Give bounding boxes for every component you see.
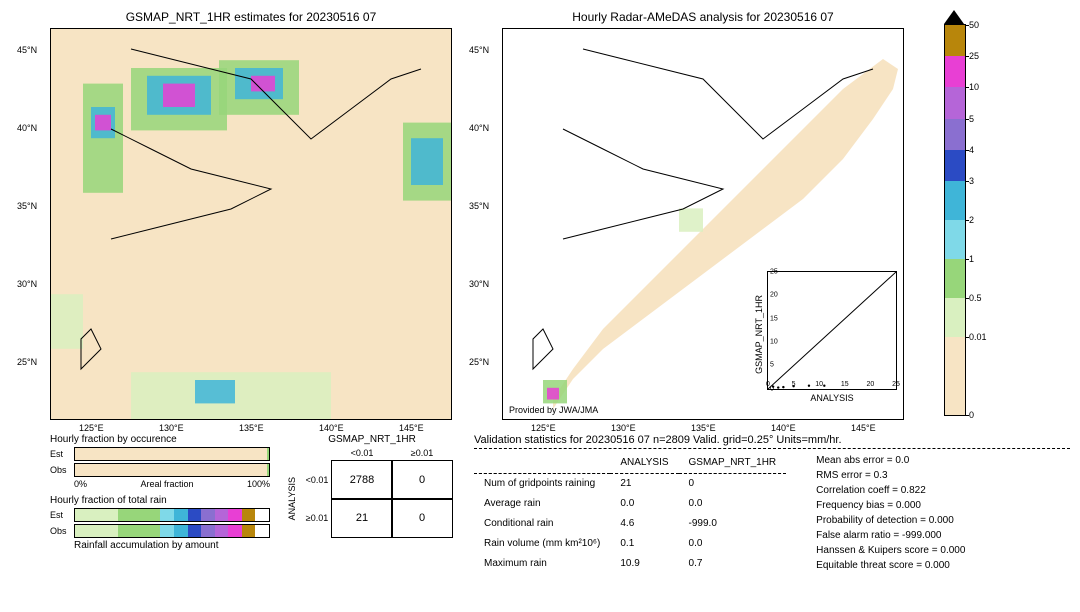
val-h2: GSMAP_NRT_1HR (679, 453, 787, 473)
val-table: ANALYSIS GSMAP_NRT_1HR Num of gridpoints… (474, 453, 786, 573)
occ-axis-min: 0% (74, 479, 87, 489)
cont-col-1: ≥0.01 (411, 448, 433, 458)
occ-axis: 0% Areal fraction 100% (74, 479, 270, 489)
inset-svg (768, 272, 896, 389)
occ-axis-max: 100% (247, 479, 270, 489)
val-rows: Num of gridpoints raining210Average rain… (474, 473, 786, 573)
val-cols: ANALYSIS GSMAP_NRT_1HR Num of gridpoints… (474, 453, 1070, 573)
occ-obs-bar (74, 463, 270, 477)
top-row: GSMAP_NRT_1HR estimates for 20230516 07 … (10, 10, 1070, 420)
rain-obs-row: Obs (50, 524, 270, 538)
left-map-title: GSMAP_NRT_1HR estimates for 20230516 07 (50, 10, 452, 24)
rain-est-bar (74, 508, 270, 522)
rain-est-label: Est (50, 510, 74, 520)
scatter-inset: GSMAP_NRT_1HR ANALYSIS 0510152025 051015… (767, 271, 897, 390)
occ-est-fill (267, 448, 269, 460)
occ-obs-label: Obs (50, 465, 74, 475)
occ-est-row: Est (50, 447, 270, 461)
occ-title-1: Hourly fraction by occurence (50, 434, 270, 445)
cont-row-1: ≥0.01 (306, 513, 328, 523)
cont-cell-10: 21 (331, 498, 393, 538)
val-h1: ANALYSIS (610, 453, 678, 473)
inset-diagonal (768, 272, 896, 389)
cont-row-axis: ANALYSIS (287, 477, 297, 520)
accum-label: Rainfall accumulation by amount (74, 540, 270, 551)
stats-list: Mean abs error = 0.0RMS error = 0.3Corre… (816, 453, 965, 573)
occ-obs-fill (267, 464, 269, 476)
occ-obs-row: Obs (50, 463, 270, 477)
occ-est-bar (74, 447, 270, 461)
left-map-svg (51, 29, 451, 419)
inset-xlabel: ANALYSIS (768, 393, 896, 403)
cont-title: GSMAP_NRT_1HR (282, 434, 462, 445)
right-map-title: Hourly Radar-AMeDAS analysis for 2023051… (502, 10, 904, 24)
val-h0 (474, 453, 610, 473)
occ-axis-label: Areal fraction (140, 479, 193, 489)
colorbar: 502510543210.50.010 (944, 24, 966, 416)
bottom-row: Hourly fraction by occurence Est Obs 0% … (10, 434, 1070, 573)
cont-col-0: <0.01 (351, 448, 374, 458)
provided-text: Provided by JWA/JMA (509, 405, 598, 415)
left-map-panel: GSMAP_NRT_1HR estimates for 20230516 07 … (50, 10, 452, 420)
rain-obs-label: Obs (50, 526, 74, 536)
occurrence-block: Hourly fraction by occurence Est Obs 0% … (50, 434, 270, 573)
val-title: Validation statistics for 20230516 07 n=… (474, 434, 1070, 449)
contingency-block: GSMAP_NRT_1HR <0.01 ≥0.01 ANALYSIS <0.01… (282, 434, 462, 573)
right-map: Provided by JWA/JMA GSMAP_NRT_1HR ANALYS… (502, 28, 904, 420)
cont-grid: <0.01 ≥0.01 ANALYSIS <0.01 2788 0 ≥0.01 … (282, 445, 462, 537)
left-map: 25°N30°N35°N40°N45°N 125°E130°E135°E140°… (50, 28, 452, 420)
val-hdr: ANALYSIS GSMAP_NRT_1HR (474, 453, 786, 473)
rain-est-row: Est (50, 508, 270, 522)
cont-cell-00: 2788 (331, 460, 393, 500)
occ-est-label: Est (50, 449, 74, 459)
cont-cell-01: 0 (391, 460, 453, 500)
inset-ylabel: GSMAP_NRT_1HR (754, 295, 764, 374)
colorbar-panel: 502510543210.50.010 (944, 10, 966, 420)
occ-title-2: Hourly fraction of total rain (50, 495, 270, 506)
validation-block: Validation statistics for 20230516 07 n=… (474, 434, 1070, 573)
cont-row-0: <0.01 (306, 475, 329, 485)
cont-cell-11: 0 (391, 498, 453, 538)
rain-obs-bar (74, 524, 270, 538)
right-map-panel: Hourly Radar-AMeDAS analysis for 2023051… (502, 10, 904, 420)
colorbar-top-triangle (944, 10, 964, 24)
